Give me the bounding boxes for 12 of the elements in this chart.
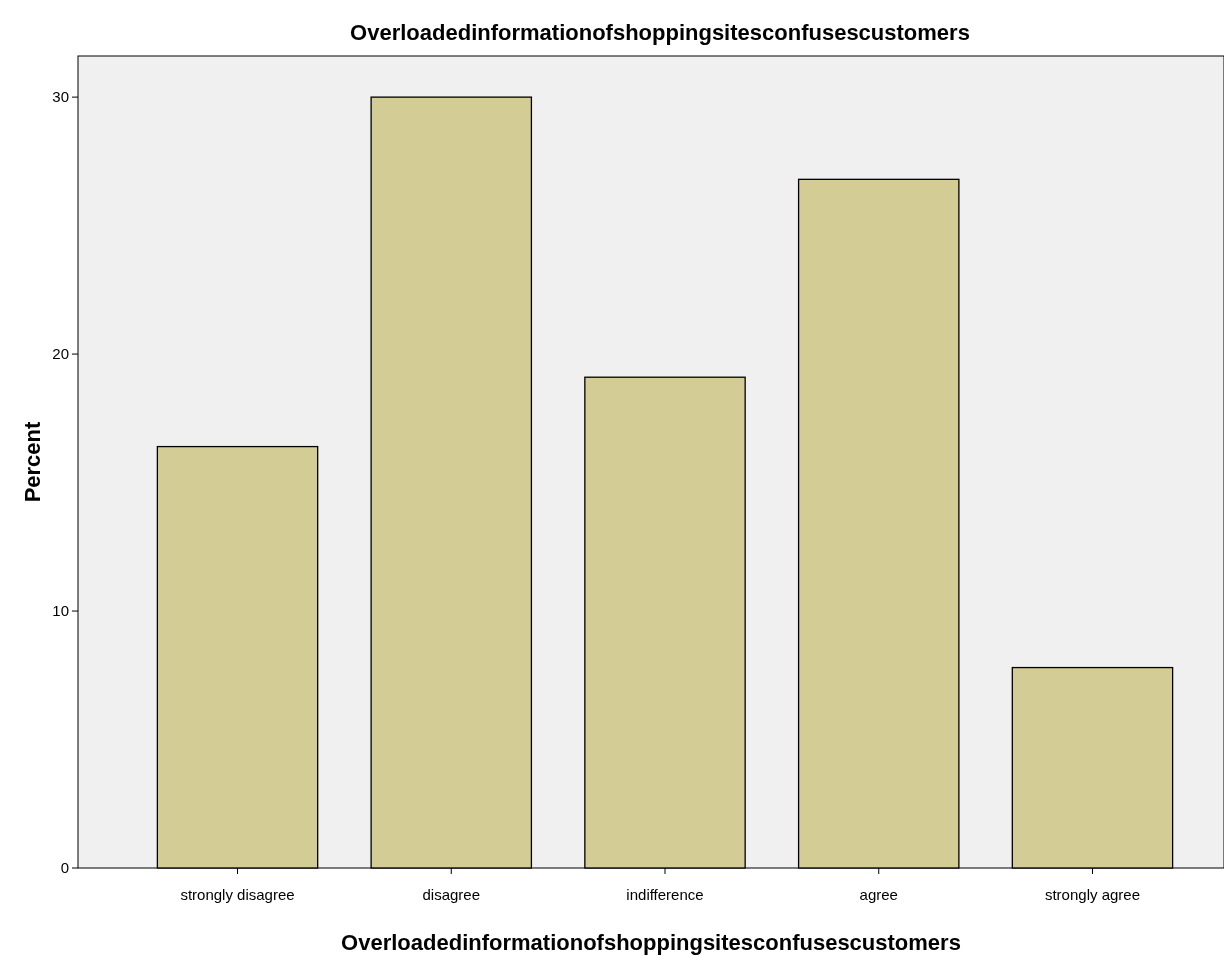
y-tick-label: 30 (52, 88, 69, 106)
x-tick-label: strongly disagree (180, 886, 295, 903)
x-tick-label: strongly agree (1044, 886, 1141, 903)
x-tick-label: agree (859, 886, 898, 903)
y-tick-label: 0 (60, 859, 69, 877)
chart-title: Overloadedinformationofshoppingsitesconfusescustomers (350, 20, 970, 45)
y-tick-label: 10 (52, 602, 69, 620)
x-tick-label: disagree (422, 886, 481, 903)
x-axis-title: Overloadedinformationofshoppingsitesconfusescustomers (341, 930, 961, 955)
y-tick-label: 20 (52, 345, 69, 363)
y-axis-title: Percent (20, 420, 45, 503)
x-tick-label: indifference (626, 886, 704, 903)
